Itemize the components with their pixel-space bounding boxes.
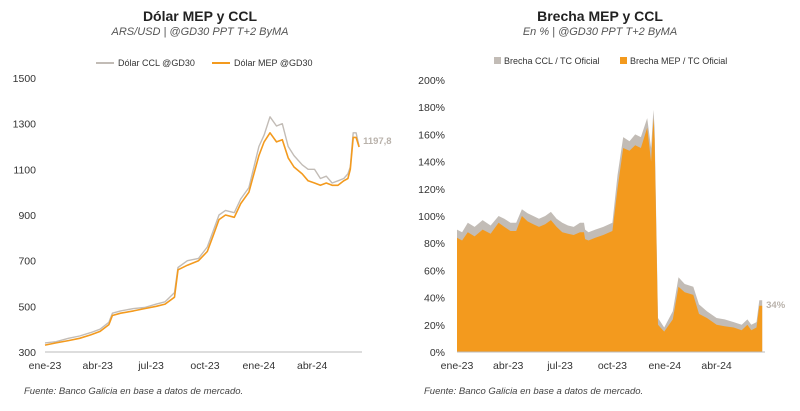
- area-chart-plot: 0% 20% 40% 60% 80% 100% 120% 140% 160% 180% 200% en…: [418, 56, 786, 372]
- y-tick-label: 1100: [13, 164, 36, 176]
- y-tick-label: 500: [18, 301, 36, 313]
- y-tick-label: 120%: [418, 184, 445, 196]
- chart-title: Brecha MEP y CCL: [537, 8, 663, 24]
- end-value-label: 34%: [766, 300, 786, 311]
- y-tick-label: 900: [18, 210, 36, 222]
- chart-subtitle: En % | @GD30 PPT T+2 ByMA: [522, 26, 678, 38]
- y-tick-label: 0%: [430, 347, 445, 359]
- y-tick-label: 60%: [424, 265, 445, 277]
- x-tick-label: abr-24: [297, 360, 328, 372]
- y-tick-label: 700: [18, 256, 36, 268]
- legend-label: Dólar CCL @GD30: [118, 58, 195, 68]
- x-tick-label: ene-23: [29, 360, 62, 372]
- y-tick-label: 1300: [13, 119, 37, 131]
- series-area-mep: [457, 118, 763, 352]
- line-chart-plot: 300 500 700 900 1100 1300 1500 ene-23 abr-23 jul-…: [13, 58, 392, 372]
- x-tick-label: jul-23: [137, 360, 164, 372]
- x-tick-label: oct-23: [190, 360, 219, 372]
- y-tick-label: 80%: [424, 238, 445, 250]
- y-tick-label: 100%: [418, 211, 445, 223]
- source-note: Fuente: Banco Galicia en base a datos de…: [24, 386, 244, 397]
- x-tick-label: abr-23: [83, 360, 114, 372]
- legend-label: Dólar MEP @GD30: [234, 58, 313, 68]
- x-tick-label: abr-23: [493, 360, 524, 372]
- x-tick-label: ene-24: [648, 360, 681, 372]
- chart-brecha-panel: Brecha MEP y CCL En % | @GD30 PPT T+2 By…: [400, 0, 800, 411]
- x-tick-label: jul-23: [546, 360, 573, 372]
- chart-subtitle: ARS/USD | @GD30 PPT T+2 ByMA: [111, 26, 289, 38]
- y-tick-label: 40%: [424, 293, 445, 305]
- x-tick-label: abr-24: [701, 360, 732, 372]
- end-value-label: 1197,8: [363, 136, 392, 147]
- chart-title: Dólar MEP y CCL: [142, 8, 258, 24]
- legend-label: Brecha CCL / TC Oficial: [504, 56, 600, 66]
- legend-label: Brecha MEP / TC Oficial: [630, 56, 727, 66]
- series-line-mep: [44, 132, 360, 346]
- y-tick-label: 140%: [418, 157, 445, 169]
- y-tick-label: 200%: [418, 75, 445, 87]
- x-tick-label: ene-23: [441, 360, 474, 372]
- x-tick-label: ene-24: [243, 360, 276, 372]
- legend-swatch: [620, 57, 627, 64]
- series-line-ccl: [44, 116, 360, 344]
- legend-swatch: [494, 57, 501, 64]
- y-tick-label: 1500: [13, 73, 37, 85]
- y-tick-label: 300: [18, 347, 36, 359]
- source-note: Fuente: Banco Galicia en base a datos de…: [424, 386, 644, 397]
- y-tick-label: 180%: [418, 102, 445, 114]
- chart-mep-ccl-panel: Dólar MEP y CCL ARS/USD | @GD30 PPT T+2 …: [13, 8, 392, 397]
- y-tick-label: 20%: [424, 320, 445, 332]
- y-tick-label: 160%: [418, 129, 445, 141]
- x-tick-label: oct-23: [598, 360, 627, 372]
